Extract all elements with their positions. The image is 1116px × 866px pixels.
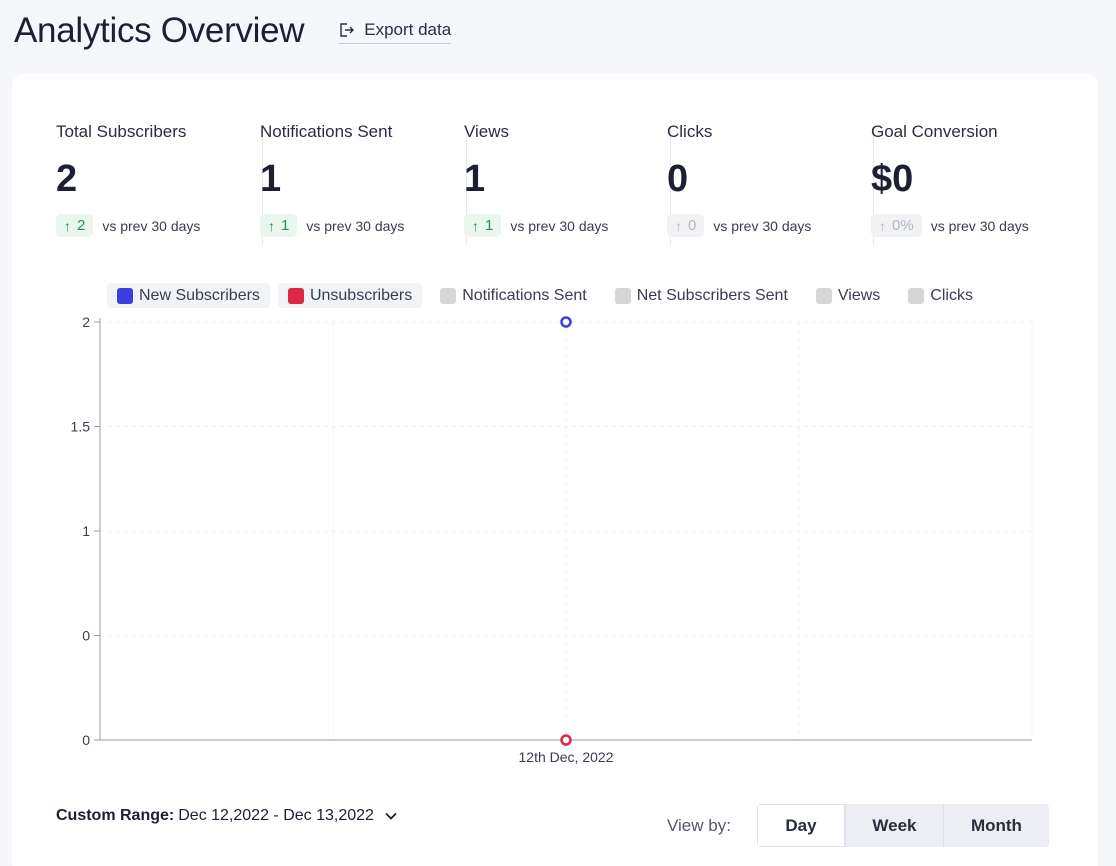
delta-compare: vs prev 30 days [306, 217, 405, 234]
stat-label: Total Subscribers [56, 122, 187, 141]
stat-value: 1 [260, 158, 282, 200]
stat-total-subscribers: Total Subscribers 2 ↑ 2 vs prev 30 days [56, 122, 263, 244]
delta-badge: ↑ 0 [667, 214, 705, 237]
x-tick-label: 12th Dec, 2022 [519, 749, 614, 765]
delta-value: 2 [77, 217, 86, 234]
legend-label: Net Subscribers Sent [636, 286, 788, 304]
stats-row: Total Subscribers 2 ↑ 2 vs prev 30 days N… [12, 114, 1098, 244]
export-data-label: Export data [364, 20, 452, 39]
chevron-down-icon [385, 812, 397, 820]
view-day-button[interactable]: Day [756, 804, 845, 847]
page-header: Analytics Overview Export data [14, 8, 452, 54]
y-tick-label: 1 [82, 523, 90, 539]
legend-swatch [287, 287, 304, 304]
stat-delta: ↑ 0 vs prev 30 days [667, 214, 871, 237]
delta-value: 0 [688, 217, 697, 234]
delta-badge: ↑ 1 [464, 214, 502, 237]
y-tick-label: 1.5 [71, 419, 91, 435]
view-by-control: View by: Day Week Month [667, 804, 1049, 847]
stat-delta: ↑ 2 vs prev 30 days [56, 214, 260, 237]
stat-divider [466, 126, 467, 244]
stat-divider [873, 126, 874, 244]
stat-divider [670, 126, 671, 244]
delta-value: 0% [892, 217, 914, 234]
arrow-up-icon: ↑ [879, 217, 886, 234]
stat-delta: ↑ 0% vs prev 30 days [871, 214, 1075, 237]
stat-delta: ↑ 1 vs prev 30 days [260, 214, 464, 237]
y-tick-label: 2 [82, 314, 90, 330]
legend-item-unsubscribers[interactable]: Unsubscribers [277, 283, 423, 308]
export-icon [340, 23, 355, 37]
data-point-new-subscribers [560, 316, 572, 328]
stat-label: Views [464, 122, 510, 141]
view-by-segmented: Day Week Month [756, 804, 1049, 847]
stat-notifications-sent: Notifications Sent 1 ↑ 1 vs prev 30 days [260, 122, 467, 244]
delta-value: 1 [485, 217, 494, 234]
delta-compare: vs prev 30 days [510, 217, 609, 234]
stat-value: 1 [464, 158, 486, 200]
legend-label: New Subscribers [139, 286, 260, 304]
delta-value: 1 [281, 217, 290, 234]
delta-badge: ↑ 2 [56, 214, 94, 237]
arrow-up-icon: ↑ [675, 217, 682, 234]
view-month-button[interactable]: Month [942, 804, 1049, 847]
legend-item-notifications-sent[interactable]: Notifications Sent [430, 283, 597, 308]
subscribers-chart: 0 0 1 1.5 2 12th Dec, 2022 [71, 314, 1033, 765]
view-by-label: View by: [667, 815, 731, 835]
stat-clicks: Clicks 0 ↑ 0 vs prev 30 days [667, 122, 874, 244]
legend-label: Unsubscribers [309, 286, 413, 304]
legend-label: Views [837, 286, 881, 304]
stat-views: Views 1 ↑ 1 vs prev 30 days [464, 122, 671, 244]
arrow-up-icon: ↑ [472, 217, 479, 234]
y-tick-label: 0 [82, 732, 90, 748]
legend-swatch [117, 287, 133, 304]
stat-label: Clicks [667, 122, 713, 141]
legend-swatch [614, 287, 631, 304]
stat-goal-conversion: Goal Conversion $0 ↑ 0% vs prev 30 days [871, 122, 1075, 242]
legend-label: Notifications Sent [462, 286, 587, 304]
stat-label: Goal Conversion [871, 122, 998, 141]
stat-value: $0 [871, 158, 914, 200]
view-week-button[interactable]: Week [844, 804, 943, 847]
delta-compare: vs prev 30 days [102, 217, 201, 234]
y-tick-label: 0 [82, 628, 90, 644]
delta-compare: vs prev 30 days [930, 217, 1029, 234]
custom-range-dropdown[interactable]: Custom Range: Dec 12,2022 - Dec 13,2022 [56, 807, 400, 825]
legend-label: Clicks [930, 286, 973, 304]
range-label: Custom Range: [56, 807, 175, 824]
export-data-button[interactable]: Export data [338, 20, 452, 44]
data-point-unsubscribers [560, 734, 572, 746]
delta-badge: ↑ 1 [260, 214, 298, 237]
legend-item-net-subscribers-sent[interactable]: Net Subscribers Sent [605, 283, 798, 308]
stat-label: Notifications Sent [260, 122, 393, 141]
delta-compare: vs prev 30 days [713, 217, 812, 234]
chart-legend: New Subscribers Unsubscribers Notificati… [107, 283, 991, 308]
legend-item-views[interactable]: Views [806, 283, 890, 308]
stat-delta: ↑ 1 vs prev 30 days [464, 214, 668, 237]
stat-divider [262, 126, 263, 244]
page-title: Analytics Overview [14, 11, 305, 50]
legend-swatch [440, 287, 457, 304]
range-value: Dec 12,2022 - Dec 13,2022 [178, 807, 374, 824]
legend-item-new-subscribers[interactable]: New Subscribers [107, 283, 270, 308]
analytics-card: Total Subscribers 2 ↑ 2 vs prev 30 days N… [12, 74, 1098, 866]
legend-item-clicks[interactable]: Clicks [898, 283, 983, 308]
stat-value: 2 [56, 158, 78, 200]
arrow-up-icon: ↑ [268, 217, 275, 234]
legend-swatch [815, 287, 832, 304]
arrow-up-icon: ↑ [64, 217, 71, 234]
stat-value: 0 [667, 158, 689, 200]
legend-swatch [908, 287, 925, 304]
delta-badge: ↑ 0% [871, 214, 922, 237]
